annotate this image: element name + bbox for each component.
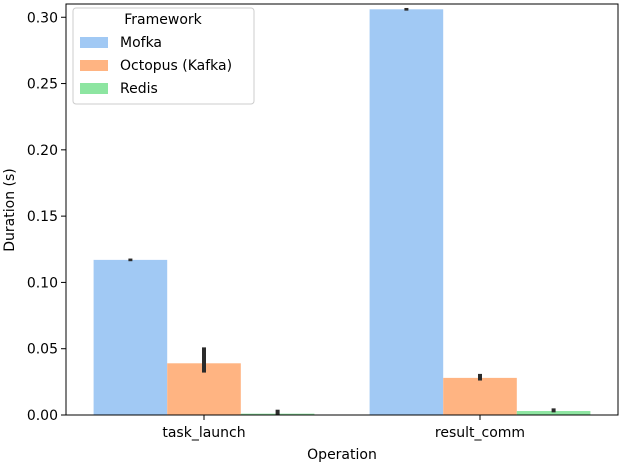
bar-redis-result-comm (516, 411, 591, 415)
y-tick-label: 0.20 (27, 143, 58, 159)
bar-octopus-kafka-result-comm (443, 377, 517, 415)
legend: Framework Mofka Octopus (Kafka) Redis (72, 7, 255, 105)
legend-entry-octopus: Octopus (Kafka) (120, 58, 232, 74)
y-axis-label: Duration (s) (2, 168, 18, 251)
x-tick-label: result_comm (435, 425, 525, 441)
legend-swatch-octopus (80, 60, 108, 71)
bars-layer (93, 9, 591, 416)
x-axis: task_launch result_comm (162, 415, 525, 441)
plot-frame (65, 3, 619, 416)
x-tick-label: task_launch (162, 425, 245, 441)
x-axis-label: Operation (307, 447, 377, 463)
y-tick-label: 0.05 (27, 342, 58, 358)
legend-swatch-redis (80, 83, 108, 94)
y-tick-label: 0.10 (27, 275, 58, 291)
legend-swatch-mofka (80, 37, 108, 48)
error-bars-layer (128, 7, 556, 415)
y-tick-label: 0.15 (27, 209, 58, 225)
y-axis: 0.00 0.05 0.10 0.15 0.20 0.25 0.30 (27, 10, 66, 424)
y-tick-label: 0.30 (27, 10, 58, 26)
y-tick-label: 0.25 (27, 77, 58, 93)
y-tick-label: 0.00 (27, 408, 58, 424)
bar-mofka-task-launch (93, 259, 168, 415)
legend-box (72, 7, 255, 105)
legend-entry-redis: Redis (120, 81, 158, 97)
bar-mofka-result-comm (369, 9, 444, 416)
legend-title: Framework (124, 12, 202, 28)
legend-entry-mofka: Mofka (120, 35, 162, 51)
